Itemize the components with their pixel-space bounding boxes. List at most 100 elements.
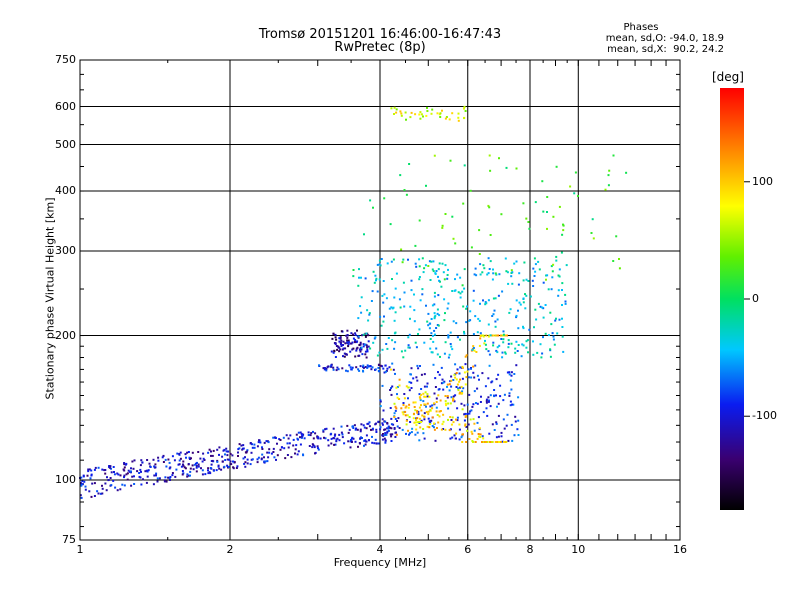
scatter-point — [532, 267, 535, 270]
scatter-point — [545, 278, 547, 281]
scatter-point — [104, 472, 107, 475]
scatter-point — [334, 356, 337, 358]
scatter-point — [466, 370, 469, 373]
scatter-point — [144, 470, 147, 473]
scatter-point — [379, 400, 382, 403]
scatter-point — [286, 454, 289, 456]
scatter-point — [479, 436, 482, 438]
y-tick-label: 600 — [55, 99, 76, 113]
scatter-point — [444, 117, 447, 120]
scatter-point — [461, 284, 464, 287]
scatter-point — [379, 405, 382, 408]
scatter-point — [409, 317, 411, 320]
scatter-point — [500, 338, 503, 340]
scatter-point — [303, 437, 306, 440]
scatter-point — [402, 404, 405, 406]
scatter-point — [455, 432, 458, 435]
scatter-point — [212, 469, 215, 472]
scatter-point — [333, 434, 336, 437]
scatter-point — [182, 464, 185, 467]
scatter-point — [229, 460, 232, 463]
scatter-point — [612, 154, 615, 157]
scatter-point — [542, 210, 545, 213]
scatter-point — [284, 457, 287, 460]
scatter-point — [533, 257, 536, 260]
scatter-point — [230, 463, 233, 466]
scatter-point — [222, 449, 225, 452]
scatter-point — [220, 468, 223, 471]
scatter-point — [464, 355, 467, 358]
scatter-point — [465, 321, 468, 324]
scatter-point — [447, 336, 450, 339]
scatter-point — [359, 442, 361, 445]
scatter-point — [383, 434, 386, 436]
scatter-point — [286, 442, 289, 445]
scatter-point — [405, 432, 407, 435]
scatter-point — [394, 405, 397, 408]
scatter-point — [418, 396, 421, 399]
scatter-point — [105, 489, 108, 492]
scatter-point — [454, 376, 457, 379]
scatter-point — [292, 438, 295, 441]
scatter-point — [317, 447, 319, 450]
scatter-point — [452, 395, 455, 398]
scatter-point — [410, 381, 413, 384]
scatter-point — [417, 367, 420, 370]
scatter-point — [460, 385, 463, 388]
scatter-point — [403, 291, 406, 294]
scatter-point — [384, 439, 387, 442]
scatter-point — [468, 438, 471, 440]
scatter-point — [464, 363, 467, 366]
scatter-point — [249, 463, 252, 466]
chart-title: Tromsø 20151201 16:46:00-16:47:43 — [258, 27, 502, 42]
scatter-point — [267, 441, 270, 444]
scatter-point — [508, 392, 511, 395]
colorbar — [720, 88, 744, 510]
scatter-point — [458, 372, 461, 375]
scatter-point — [403, 393, 406, 395]
scatter-point — [478, 344, 481, 347]
scatter-point — [391, 307, 394, 310]
scatter-point — [351, 366, 354, 369]
scatter-point — [561, 335, 564, 338]
scatter-point — [431, 334, 434, 337]
scatter-point — [279, 439, 282, 441]
scatter-point — [332, 351, 335, 354]
scatter-point — [502, 333, 505, 336]
scatter-point — [451, 416, 454, 419]
scatter-point — [342, 347, 345, 350]
scatter-point — [442, 271, 445, 274]
scatter-point — [371, 366, 374, 369]
scatter-point — [346, 339, 349, 342]
scatter-point — [192, 468, 195, 471]
scatter-point — [486, 441, 489, 443]
scatter-point — [307, 434, 310, 436]
scatter-point — [389, 407, 392, 409]
scatter-point — [167, 458, 170, 461]
scatter-point — [506, 271, 509, 274]
scatter-point — [418, 276, 421, 278]
scatter-point — [504, 257, 507, 260]
scatter-point — [502, 330, 505, 333]
scatter-point — [416, 421, 419, 424]
scatter-point — [373, 337, 376, 340]
scatter-point — [394, 341, 397, 344]
scatter-point — [422, 400, 425, 403]
scatter-point — [423, 403, 426, 406]
scatter-point — [363, 233, 365, 236]
scatter-point — [432, 270, 435, 273]
scatter-point — [431, 416, 434, 419]
scatter-point — [476, 387, 479, 390]
scatter-point — [461, 290, 464, 293]
scatter-point — [364, 350, 367, 353]
scatter-point — [288, 442, 291, 445]
scatter-point — [107, 479, 110, 481]
scatter-point — [336, 348, 339, 351]
scatter-point — [400, 114, 403, 117]
scatter-point — [189, 467, 192, 470]
scatter-point — [158, 477, 161, 480]
scatter-point — [276, 442, 278, 445]
scatter-point — [463, 371, 466, 374]
scatter-point — [433, 315, 436, 318]
scatter-point — [131, 475, 134, 478]
